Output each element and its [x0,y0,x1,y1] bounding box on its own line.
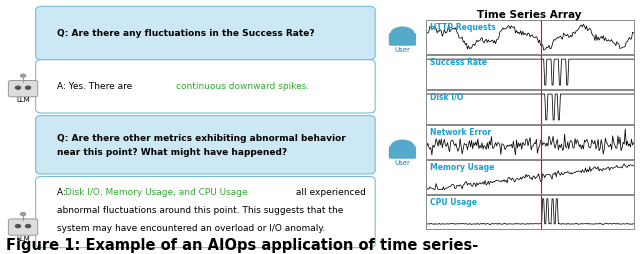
Text: all experienced: all experienced [293,188,366,197]
Text: Disk I/O, Memory Usage, and CPU Usage: Disk I/O, Memory Usage, and CPU Usage [65,188,248,197]
Circle shape [390,140,414,154]
FancyBboxPatch shape [36,60,375,113]
Circle shape [20,74,26,77]
Text: Disk I/O: Disk I/O [430,93,463,102]
Text: Q: Are there other metrics exhibiting abnormal behavior: Q: Are there other metrics exhibiting ab… [56,134,346,143]
FancyBboxPatch shape [389,33,416,46]
FancyBboxPatch shape [36,6,375,60]
Text: near this point? What might have happened?: near this point? What might have happene… [56,148,287,157]
Text: continuous downward spikes.: continuous downward spikes. [176,82,309,91]
Text: Q: Are there any fluctuations in the Success Rate?: Q: Are there any fluctuations in the Suc… [56,28,314,38]
Text: A: Yes. There are: A: Yes. There are [56,82,134,91]
FancyBboxPatch shape [36,116,375,174]
Text: system may have encountered an overload or I/O anomaly.: system may have encountered an overload … [56,224,325,232]
Text: CPU Usage: CPU Usage [430,198,477,207]
Circle shape [15,86,20,89]
Title: Time Series Array: Time Series Array [477,10,582,20]
Text: HTTP Requests: HTTP Requests [430,23,495,32]
Text: abnormal fluctuations around this point. This suggests that the: abnormal fluctuations around this point.… [56,206,343,215]
Text: User: User [394,160,410,166]
FancyBboxPatch shape [8,81,38,97]
FancyBboxPatch shape [8,219,38,235]
Circle shape [26,86,31,89]
Text: Network Error: Network Error [430,128,491,137]
Circle shape [15,225,20,228]
Text: LLM: LLM [16,236,30,242]
Text: Figure 1: Example of an AIOps application of time series-: Figure 1: Example of an AIOps applicatio… [6,238,479,253]
Circle shape [390,27,414,41]
Text: Success Rate: Success Rate [430,58,487,67]
FancyBboxPatch shape [389,146,416,159]
Text: Memory Usage: Memory Usage [430,163,494,172]
Text: A:: A: [56,188,68,197]
FancyBboxPatch shape [36,177,375,248]
Text: User: User [394,47,410,53]
Circle shape [20,213,26,216]
Text: LLM: LLM [16,97,30,103]
Circle shape [26,225,31,228]
